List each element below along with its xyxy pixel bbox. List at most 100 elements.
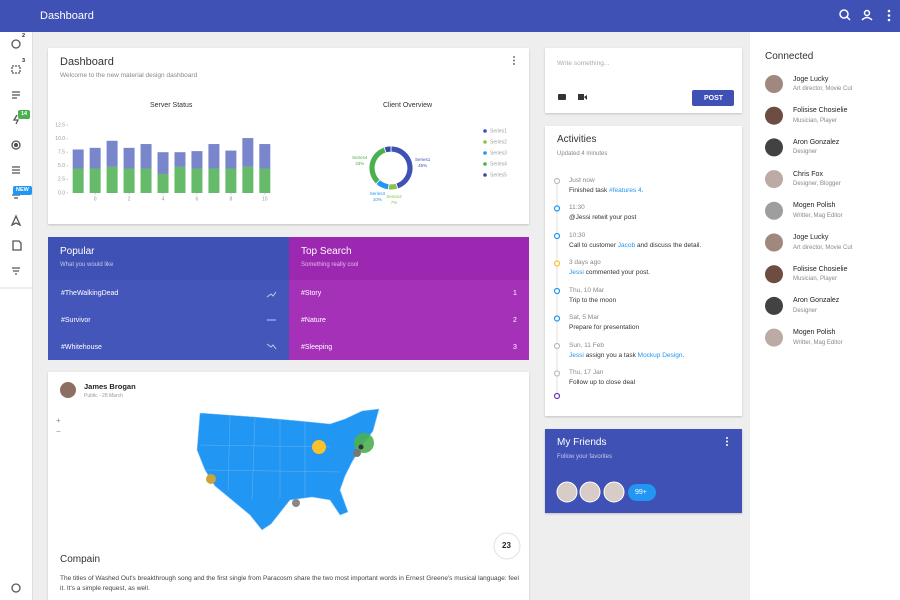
activity-text: Prepare for presentation: [569, 325, 639, 332]
card-menu-icon[interactable]: [513, 56, 515, 65]
post-icons[interactable]: [558, 94, 587, 100]
activity-link[interactable]: Mockup Design: [637, 351, 683, 359]
activity-time: 10:30: [569, 231, 586, 239]
y-tick-label: 7.5: [58, 150, 65, 156]
person-role: Designer: [793, 307, 818, 314]
activity-text: @Jessi retwit your post: [569, 215, 636, 222]
popular-title: Popular: [60, 246, 95, 257]
bar: [259, 144, 271, 169]
map-bubble[interactable]: [206, 474, 216, 484]
map-bubble[interactable]: [353, 449, 361, 457]
popular-row[interactable]: #TheWalkingDead: [61, 289, 119, 297]
activity-text-part: Follow up to close deal: [569, 379, 636, 387]
activity-text: Follow up to close deal: [569, 380, 635, 387]
map-bubble[interactable]: [358, 444, 364, 450]
trend-icon: [266, 343, 277, 350]
popular-row[interactable]: #Survivor: [61, 316, 91, 324]
connected-title: Connected: [765, 51, 814, 62]
author-name: James Brogan: [84, 382, 136, 392]
map-bubble[interactable]: [292, 499, 300, 507]
map-bubble[interactable]: [312, 440, 326, 454]
bar: [106, 140, 118, 167]
person-role: Art director, Movie Cut: [793, 244, 853, 251]
author-meta: Public - 28 March: [84, 392, 123, 399]
activity-time: Thu, 17 Jan: [569, 369, 604, 377]
top-icons: [839, 9, 873, 21]
sidebar-badge: 14: [18, 110, 31, 119]
bar: [89, 147, 101, 169]
bar: [225, 150, 237, 169]
activity-link[interactable]: Jessi: [569, 269, 584, 277]
sidebar-icons[interactable]: [10, 39, 22, 593]
friend-avatar: [603, 481, 625, 503]
fab[interactable]: [493, 532, 521, 560]
person-avatar: [765, 265, 783, 284]
person-name[interactable]: Mogen Polish: [793, 329, 836, 337]
person-name[interactable]: Joge Lucky: [793, 75, 829, 83]
bar: [123, 168, 135, 193]
slice-label: 10%: [373, 197, 382, 202]
top-search-row[interactable]: #Nature: [301, 316, 326, 324]
x-tick-label: 6: [196, 196, 199, 202]
legend-label: Series5: [490, 172, 507, 178]
post-button[interactable]: [692, 90, 734, 106]
person-name[interactable]: Joge Lucky: [793, 234, 829, 241]
activity-link[interactable]: Jessi: [569, 351, 584, 359]
activity-text-part: Call to customer: [569, 241, 618, 249]
search-icon-handle: [846, 16, 851, 21]
zoom-button[interactable]: +: [56, 416, 61, 425]
friends-menu-icon[interactable]: [726, 437, 728, 446]
top-search-row[interactable]: #Sleeping: [301, 343, 333, 351]
search-icon[interactable]: [839, 9, 849, 19]
activity-link[interactable]: #features 4: [609, 186, 642, 194]
person-name[interactable]: Aron Gonzalez: [793, 297, 840, 305]
timeline-end: [553, 392, 561, 400]
more-icon[interactable]: [887, 9, 891, 22]
activity-text-part: .: [641, 186, 644, 194]
top-search-rank: 2: [513, 316, 517, 324]
post-button-label[interactable]: POST: [704, 94, 724, 102]
bar: [89, 168, 101, 193]
activity-link[interactable]: Jacob: [617, 241, 636, 249]
chart-title: Client Overview: [383, 101, 433, 109]
activities-title: Activities: [557, 134, 597, 145]
campaign-title: Compain: [60, 554, 101, 565]
sidebar: [0, 32, 33, 600]
top-bar: [0, 0, 900, 32]
activity-text-part: Finished task: [569, 186, 610, 194]
x-tick-label: 4: [162, 196, 165, 202]
sidebar-badge: 3: [22, 58, 26, 65]
activity-text: Jessi assign you a task Mockup Design.: [569, 351, 684, 360]
popular-row[interactable]: #Whitehouse: [61, 343, 102, 351]
card-subtitle: Welcome to the new material design dashb…: [60, 71, 198, 79]
person-name[interactable]: Chris Fox: [793, 170, 823, 178]
account-icon[interactable]: [863, 9, 871, 17]
zoom-button[interactable]: −: [56, 427, 61, 436]
legend-swatch: [483, 162, 487, 166]
activities-card: [545, 126, 742, 416]
slice-name: Series2: [386, 194, 402, 199]
person-name[interactable]: Aron Gonzalez: [793, 138, 840, 146]
person-role: Writter, Mag Editor: [793, 212, 843, 219]
donut-slice: [387, 182, 399, 191]
author-avatar: [60, 382, 76, 398]
bar: [157, 173, 169, 193]
friend-avatar: [579, 481, 601, 503]
legend-swatch: [483, 173, 487, 177]
more-friends[interactable]: 99+: [635, 489, 647, 496]
person-name[interactable]: Mogen Polish: [793, 202, 836, 210]
top-search-subtitle: Something really cool: [301, 262, 359, 268]
activity-text-part: commented your post.: [583, 269, 650, 277]
person-name[interactable]: Folisise Chosielie: [793, 265, 848, 273]
dashboard-card: [48, 48, 529, 224]
person-role: Art director, Movie Cut: [793, 86, 853, 92]
activity-text-part: and discuss the detail.: [635, 241, 702, 249]
slice-name: Series3: [370, 191, 386, 196]
y-tick-label: 2.5: [58, 177, 65, 183]
top-search-row[interactable]: #Story: [301, 289, 322, 297]
friend-avatar: [556, 481, 578, 503]
person-name[interactable]: Folisise Chosielie: [793, 107, 848, 115]
y-tick-label: 5.0: [58, 163, 65, 169]
popular-rows: [48, 280, 289, 360]
